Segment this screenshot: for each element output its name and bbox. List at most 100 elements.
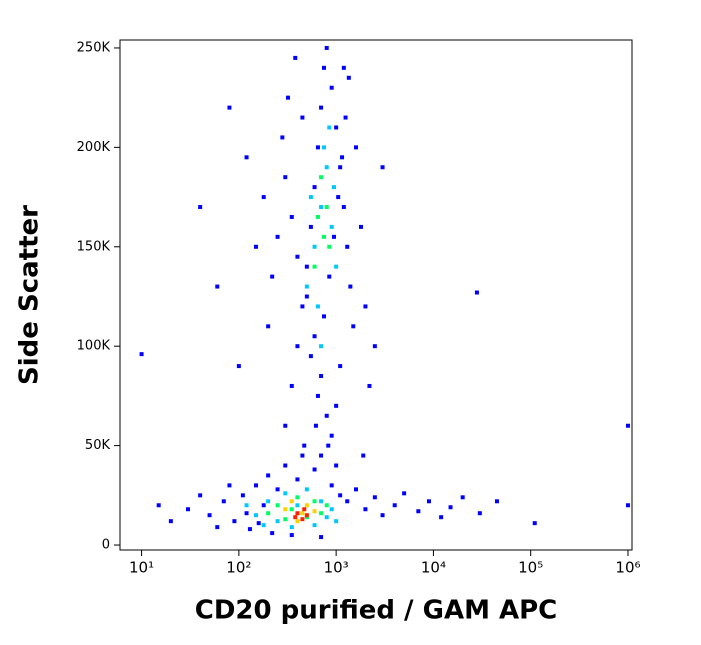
point	[304, 264, 309, 269]
point	[232, 519, 237, 524]
point	[372, 495, 377, 500]
point	[300, 304, 305, 309]
point	[295, 519, 300, 524]
point	[372, 344, 377, 349]
point	[315, 214, 320, 219]
y-axis-title: Side Scatter	[15, 205, 45, 385]
point	[338, 364, 343, 369]
point	[270, 531, 275, 536]
point	[494, 499, 499, 504]
point	[304, 513, 309, 518]
point	[532, 521, 537, 526]
point	[439, 515, 444, 520]
point	[361, 453, 366, 458]
point	[295, 254, 300, 259]
point	[338, 493, 343, 498]
point	[327, 274, 332, 279]
x-tick-label: 10⁶	[615, 559, 640, 577]
point	[367, 383, 372, 388]
point	[289, 507, 294, 512]
point	[275, 234, 280, 239]
point	[295, 511, 300, 516]
point	[283, 491, 288, 496]
point	[460, 495, 465, 500]
point	[185, 507, 190, 512]
point	[227, 483, 232, 488]
point	[315, 393, 320, 398]
point	[198, 493, 203, 498]
point	[295, 477, 300, 482]
point	[280, 135, 285, 140]
point	[341, 65, 346, 70]
point	[308, 354, 313, 359]
point	[289, 383, 294, 388]
point	[295, 495, 300, 500]
point	[300, 115, 305, 120]
point	[324, 165, 329, 170]
y-tick-label: 200K	[77, 140, 111, 155]
point	[334, 403, 339, 408]
point	[308, 195, 313, 200]
point	[244, 155, 249, 160]
point	[312, 244, 317, 249]
point	[261, 195, 266, 200]
point	[289, 525, 294, 530]
point	[324, 515, 329, 520]
point	[329, 433, 334, 438]
point	[319, 105, 324, 110]
point	[289, 499, 294, 504]
point	[329, 507, 334, 512]
point	[283, 423, 288, 428]
point	[312, 185, 317, 190]
point	[363, 507, 368, 512]
point	[266, 511, 271, 516]
point	[448, 505, 453, 510]
point	[324, 413, 329, 418]
point	[358, 224, 363, 229]
point	[319, 511, 324, 516]
point	[304, 503, 309, 508]
x-tick-label: 10²	[226, 559, 251, 577]
y-tick-label: 150K	[77, 239, 111, 254]
point	[625, 503, 630, 508]
point	[341, 205, 346, 210]
point	[336, 195, 341, 200]
point	[283, 463, 288, 468]
point	[283, 507, 288, 512]
point	[244, 503, 249, 508]
point	[256, 521, 261, 526]
point	[326, 443, 331, 448]
point	[321, 65, 326, 70]
point	[295, 344, 300, 349]
y-tick-label: 250K	[77, 40, 111, 55]
y-tick-label: 0	[102, 538, 110, 553]
point	[308, 224, 313, 229]
x-tick-label: 10¹	[129, 559, 154, 577]
point	[477, 511, 482, 516]
point	[285, 95, 290, 100]
point	[392, 503, 397, 508]
point	[346, 75, 351, 80]
point	[329, 483, 334, 488]
point	[261, 523, 266, 528]
point	[351, 324, 356, 329]
point	[304, 487, 309, 492]
point	[363, 304, 368, 309]
point	[244, 511, 249, 516]
y-tick-label: 50K	[85, 438, 111, 453]
point	[426, 499, 431, 504]
x-axis-title: CD20 purified / GAM APC	[195, 596, 558, 626]
point	[319, 175, 324, 180]
point	[302, 507, 307, 512]
point	[253, 483, 258, 488]
x-tick-label: 10⁴	[421, 559, 446, 577]
plot-frame	[119, 39, 633, 551]
point	[334, 264, 339, 269]
point	[266, 324, 271, 329]
point	[353, 145, 358, 150]
point	[319, 499, 324, 504]
point	[270, 274, 275, 279]
point	[215, 525, 220, 530]
point	[227, 105, 232, 110]
